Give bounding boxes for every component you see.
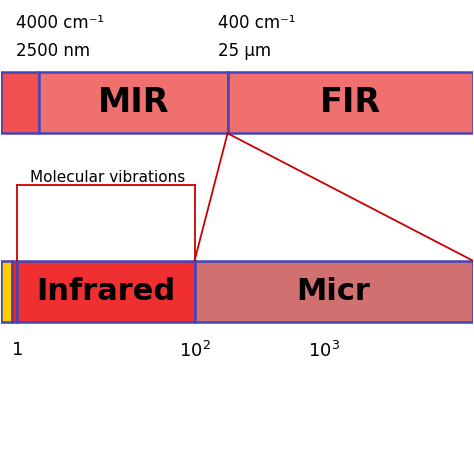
Text: 400 cm⁻¹: 400 cm⁻¹ bbox=[218, 14, 296, 32]
Bar bbox=[228, 72, 473, 133]
Text: 1: 1 bbox=[12, 341, 23, 359]
Text: FIR: FIR bbox=[319, 86, 381, 119]
Bar bbox=[12, 261, 18, 322]
Text: MIR: MIR bbox=[98, 86, 169, 119]
Text: Micr: Micr bbox=[297, 277, 371, 306]
Bar bbox=[1, 261, 12, 322]
Bar bbox=[18, 261, 195, 322]
Text: $10^3$: $10^3$ bbox=[308, 341, 340, 361]
Text: Infrared: Infrared bbox=[36, 277, 175, 306]
Bar bbox=[39, 72, 228, 133]
Text: 4000 cm⁻¹: 4000 cm⁻¹ bbox=[16, 14, 103, 32]
Text: Molecular vibrations: Molecular vibrations bbox=[30, 170, 185, 185]
Bar bbox=[195, 261, 473, 322]
Text: 25 μm: 25 μm bbox=[218, 42, 271, 60]
Text: $10^2$: $10^2$ bbox=[179, 341, 210, 361]
Text: 2500 nm: 2500 nm bbox=[16, 42, 90, 60]
Bar bbox=[1, 72, 39, 133]
